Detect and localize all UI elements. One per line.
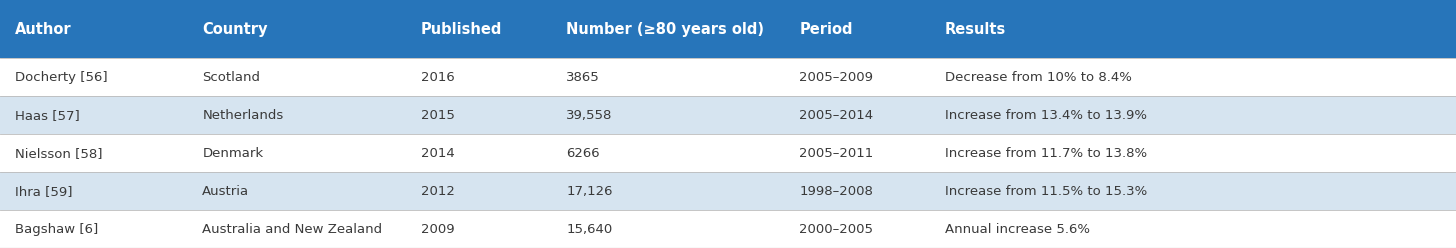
Text: 2015: 2015 — [421, 109, 454, 122]
Text: Austria: Austria — [202, 185, 249, 198]
Text: 2009: 2009 — [421, 222, 454, 236]
Text: Published: Published — [421, 22, 502, 37]
Text: Ihra [59]: Ihra [59] — [15, 185, 71, 198]
Text: 2005–2011: 2005–2011 — [799, 147, 874, 160]
Text: Australia and New Zealand: Australia and New Zealand — [202, 222, 383, 236]
Bar — [0, 210, 1456, 248]
Text: Period: Period — [799, 22, 853, 37]
Text: Increase from 13.4% to 13.9%: Increase from 13.4% to 13.9% — [945, 109, 1147, 122]
Text: 1998–2008: 1998–2008 — [799, 185, 874, 198]
Bar — [0, 134, 1456, 172]
Bar — [0, 0, 1456, 58]
Text: 39,558: 39,558 — [566, 109, 613, 122]
Text: Nielsson [58]: Nielsson [58] — [15, 147, 102, 160]
Text: Bagshaw [6]: Bagshaw [6] — [15, 222, 98, 236]
Text: Results: Results — [945, 22, 1006, 37]
Text: Decrease from 10% to 8.4%: Decrease from 10% to 8.4% — [945, 71, 1131, 84]
Text: Annual increase 5.6%: Annual increase 5.6% — [945, 222, 1091, 236]
Text: Increase from 11.7% to 13.8%: Increase from 11.7% to 13.8% — [945, 147, 1147, 160]
Text: Docherty [56]: Docherty [56] — [15, 71, 108, 84]
Text: 2016: 2016 — [421, 71, 454, 84]
Text: Country: Country — [202, 22, 268, 37]
Text: Netherlands: Netherlands — [202, 109, 284, 122]
Text: 2000–2005: 2000–2005 — [799, 222, 874, 236]
Bar — [0, 96, 1456, 134]
Text: Increase from 11.5% to 15.3%: Increase from 11.5% to 15.3% — [945, 185, 1147, 198]
Text: 2005–2014: 2005–2014 — [799, 109, 874, 122]
Text: 3865: 3865 — [566, 71, 600, 84]
Text: 6266: 6266 — [566, 147, 600, 160]
Text: 17,126: 17,126 — [566, 185, 613, 198]
Text: 2012: 2012 — [421, 185, 454, 198]
Text: 2005–2009: 2005–2009 — [799, 71, 874, 84]
Text: 15,640: 15,640 — [566, 222, 613, 236]
Text: Number (≥80 years old): Number (≥80 years old) — [566, 22, 764, 37]
Bar — [0, 172, 1456, 210]
Text: Haas [57]: Haas [57] — [15, 109, 79, 122]
Text: Denmark: Denmark — [202, 147, 264, 160]
Text: Author: Author — [15, 22, 71, 37]
Bar — [0, 58, 1456, 96]
Text: Scotland: Scotland — [202, 71, 261, 84]
Text: 2014: 2014 — [421, 147, 454, 160]
